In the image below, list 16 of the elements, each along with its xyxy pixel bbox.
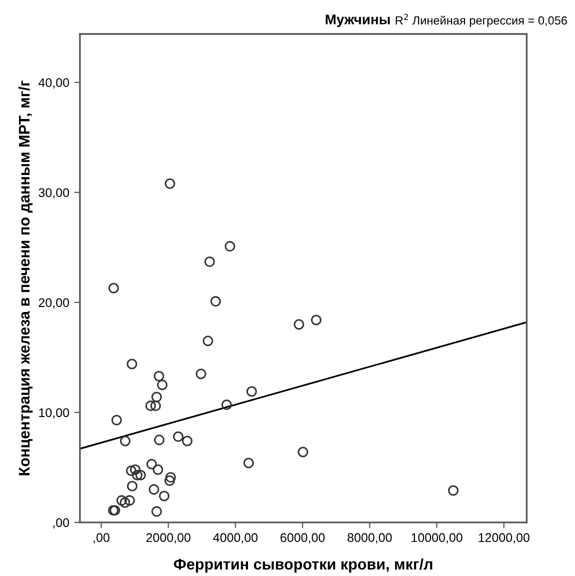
text: R$^{2}$ Линейная регрессия = 0,056: [396, 14, 567, 27]
x-axis-title: Ферритин сыворотки крови, мкг/л: [174, 558, 432, 573]
x-tick-label: 4000,00: [213, 533, 258, 544]
x-tick-label: 8000,00: [348, 533, 392, 544]
y-tick-label: 40,00: [38, 78, 70, 89]
y-tick-label: ,00: [53, 518, 70, 529]
x-tick-label: 10000,00: [412, 533, 462, 544]
y-tick-label: 30,00: [38, 188, 70, 199]
y-tick-label: 20,00: [38, 298, 70, 309]
x-tick-label: 6000,00: [280, 533, 325, 544]
x-tick-label: 12000,00: [478, 533, 530, 544]
y-tick-label: 10,00: [39, 408, 70, 419]
y-axis-title: Концентрация железа в печени по данным МРТ, мг/г: [18, 80, 33, 476]
chart-title: Мужчины: [326, 14, 390, 28]
x-tick-label: 2000,00: [146, 533, 190, 544]
x-tick-label: ,00: [94, 533, 110, 544]
